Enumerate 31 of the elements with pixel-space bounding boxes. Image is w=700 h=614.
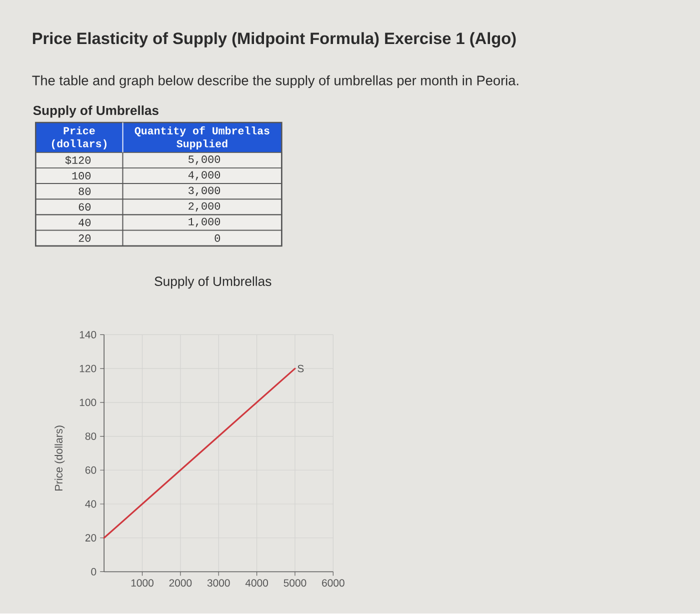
x-tick-label: 1000 <box>131 579 154 587</box>
text: 3,000 <box>188 186 220 196</box>
text: 0 <box>214 234 220 242</box>
text: 4,000 <box>188 171 220 181</box>
y-tick-label: 40 <box>85 500 96 508</box>
text: Price (dollars) <box>52 126 106 150</box>
chart-title: Supply of Umbrellas <box>154 276 272 289</box>
x-tick-label: 3000 <box>207 579 230 587</box>
text: 2,000 <box>188 202 220 212</box>
x-tick-label: 6000 <box>322 579 344 587</box>
line-series <box>103 368 296 539</box>
text: $120 <box>65 156 91 165</box>
text: Quantity of Umbrellas Supplied <box>134 126 270 150</box>
text: Price Elasticity of Supply (Midpoint Formula) Exercise 1 (Algo) <box>32 32 516 48</box>
text: 5,000 <box>188 156 220 166</box>
x-tick-label: 4000 <box>245 579 268 587</box>
y-tick-label: 0 <box>91 568 96 576</box>
text: Supply of Umbrellas <box>33 106 158 118</box>
y-tick-label: 140 <box>80 331 96 339</box>
x-tick-label: 2000 <box>169 579 192 587</box>
x-tick-label: 5000 <box>284 579 306 587</box>
text: The table and graph below describe the supply of umbrellas per month in Peoria. <box>32 76 518 88</box>
series-label: S <box>298 365 304 372</box>
y-tick-label: 100 <box>80 398 96 406</box>
text: 100 <box>72 172 91 180</box>
y-tick-label: 80 <box>85 432 96 440</box>
text: 1,000 <box>188 218 220 228</box>
y-tick-label: 120 <box>80 365 96 372</box>
y-tick-label: 20 <box>85 534 96 542</box>
y-tick-label: 60 <box>85 466 96 474</box>
y-axis-title: Price (dollars) <box>54 426 65 491</box>
